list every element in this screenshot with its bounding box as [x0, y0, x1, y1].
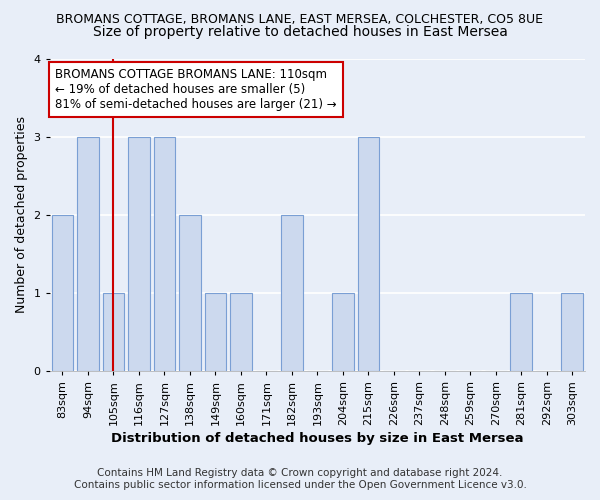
Bar	[332, 293, 353, 371]
Bar	[154, 137, 175, 371]
Bar	[103, 293, 124, 371]
Bar	[358, 137, 379, 371]
Bar	[77, 137, 99, 371]
Bar	[205, 293, 226, 371]
Bar	[52, 215, 73, 371]
Bar	[128, 137, 150, 371]
Bar	[281, 215, 302, 371]
Bar	[179, 215, 201, 371]
Y-axis label: Number of detached properties: Number of detached properties	[15, 116, 28, 314]
Bar	[562, 293, 583, 371]
Text: Size of property relative to detached houses in East Mersea: Size of property relative to detached ho…	[92, 25, 508, 39]
Bar	[230, 293, 252, 371]
Text: BROMANS COTTAGE BROMANS LANE: 110sqm
← 19% of detached houses are smaller (5)
81: BROMANS COTTAGE BROMANS LANE: 110sqm ← 1…	[55, 68, 337, 112]
Text: Contains HM Land Registry data © Crown copyright and database right 2024.
Contai: Contains HM Land Registry data © Crown c…	[74, 468, 526, 490]
Bar	[511, 293, 532, 371]
Text: BROMANS COTTAGE, BROMANS LANE, EAST MERSEA, COLCHESTER, CO5 8UE: BROMANS COTTAGE, BROMANS LANE, EAST MERS…	[56, 12, 544, 26]
X-axis label: Distribution of detached houses by size in East Mersea: Distribution of detached houses by size …	[111, 432, 524, 445]
